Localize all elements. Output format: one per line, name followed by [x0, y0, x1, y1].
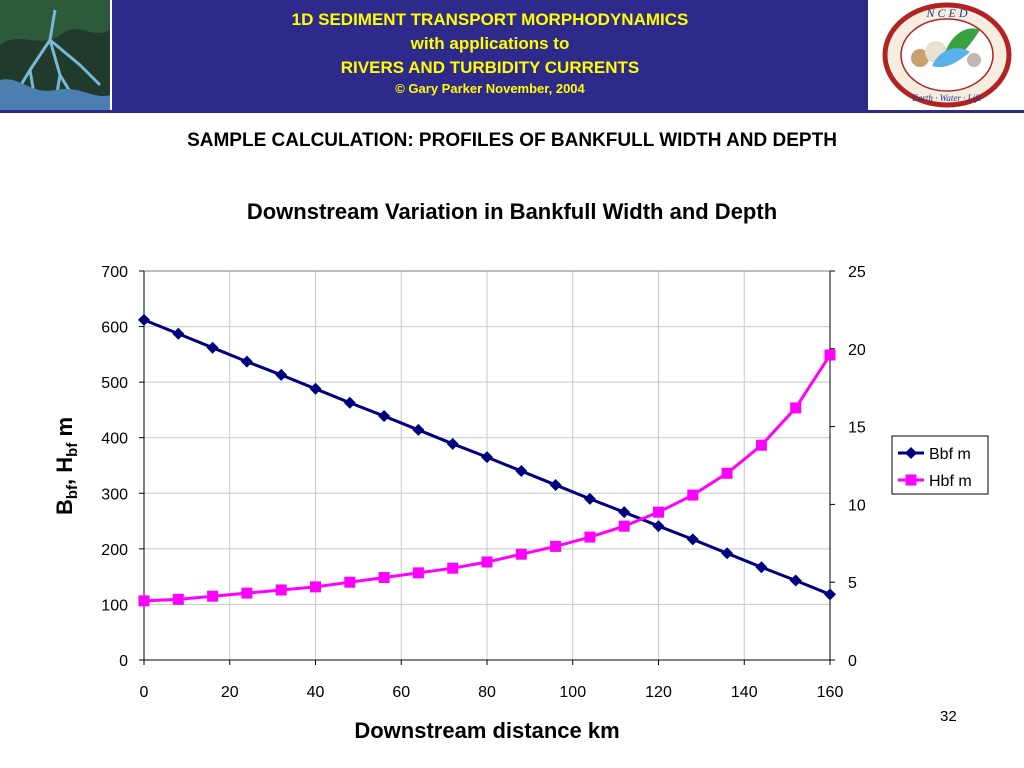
banner-title-line-2: with applications to	[410, 34, 570, 53]
legend-bbf-m-marker	[905, 447, 917, 459]
x-tick-label: 120	[645, 684, 672, 701]
y-axis-label-part: m	[52, 417, 77, 443]
x-tick-label: 80	[478, 684, 496, 701]
hbf-m-point	[412, 567, 424, 579]
nced-logo: N C E D Earth · Water · Life	[870, 0, 1024, 110]
hbf-m-point	[275, 584, 287, 596]
page-number: 32	[940, 708, 957, 725]
right-y-tick-label: 5	[848, 575, 857, 592]
hbf-m-point	[515, 548, 527, 560]
x-axis-label: Downstream distance km	[354, 718, 619, 743]
banner-title-line-1: 1D SEDIMENT TRANSPORT MORPHODYNAMICS	[291, 10, 689, 29]
right-y-tick-label: 25	[848, 264, 866, 281]
hbf-m-point	[824, 349, 836, 361]
x-tick-label: 20	[221, 684, 239, 701]
left-y-tick-label: 200	[101, 542, 128, 559]
banner-title-line-3: RIVERS AND TURBIDITY CURRENTS	[340, 58, 640, 77]
bbf-m-point	[206, 341, 219, 354]
y-axis-label-part: B	[52, 499, 77, 515]
bbf-m-point	[309, 382, 322, 395]
left-y-tick-label: 700	[101, 264, 128, 281]
right-y-tick-label: 20	[848, 342, 866, 359]
hbf-m-point	[550, 540, 562, 552]
left-y-tick-label: 100	[101, 597, 128, 614]
header-banner: 1D SEDIMENT TRANSPORT MORPHODYNAMICS wit…	[0, 0, 1024, 110]
y-axis-label-part: H	[52, 457, 77, 473]
y-axis-label: Bbf, Hbf m	[52, 417, 81, 515]
bbf-m-point	[755, 561, 768, 574]
hbf-m-point	[618, 520, 630, 532]
title-block: 1D SEDIMENT TRANSPORT MORPHODYNAMICS wit…	[112, 0, 868, 110]
y-axis-label-subscript: bf	[64, 442, 81, 457]
hbf-m-point	[207, 590, 219, 602]
hbf-m-point	[241, 587, 253, 599]
bbf-m-point	[686, 533, 699, 546]
left-y-tick-label: 600	[101, 320, 128, 337]
hbf-m-point	[721, 467, 733, 479]
bbf-m-point	[549, 478, 562, 491]
nced-logo-graphic: N C E D Earth · Water · Life	[882, 2, 1012, 108]
bbf-m-point	[721, 547, 734, 560]
chart-title: Downstream Variation in Bankfull Width a…	[247, 199, 777, 224]
right-y-tick-label: 15	[848, 420, 866, 437]
hbf-m-point	[481, 556, 493, 568]
logo-text: N C E D	[925, 6, 967, 20]
banner-divider	[0, 110, 1024, 113]
x-tick-label: 40	[307, 684, 325, 701]
x-tick-label: 60	[392, 684, 410, 701]
bbf-m-point	[652, 520, 665, 533]
bbf-m-point	[412, 423, 425, 436]
bbf-m-point	[343, 396, 356, 409]
hbf-m-point	[138, 595, 150, 607]
slide-heading: SAMPLE CALCULATION: PROFILES OF BANKFULL…	[187, 130, 837, 151]
bbf-m-point	[378, 410, 391, 423]
hbf-m-point	[344, 576, 356, 588]
bbf-m-point	[138, 313, 150, 326]
legend-hbf-m-marker	[905, 474, 917, 486]
bbf-m-point	[583, 492, 596, 505]
right-y-tick-label: 10	[848, 497, 866, 514]
right-y-tick-label: 0	[848, 653, 857, 670]
bbf-m-point	[789, 574, 802, 587]
left-y-tick-label: 400	[101, 431, 128, 448]
delta-image-graphic	[0, 0, 110, 110]
hbf-m-point	[310, 581, 321, 593]
hbf-m-point	[378, 572, 390, 584]
delta-satellite-image	[0, 0, 110, 110]
left-y-tick-label: 0	[119, 653, 128, 670]
bbf-m-point	[515, 465, 528, 478]
hbf-m-point	[755, 439, 767, 451]
y-axis-label-subscript: bf	[64, 484, 81, 499]
x-tick-label: 0	[140, 684, 149, 701]
legend-bbf-m-label: Bbf m	[929, 446, 971, 463]
hbf-m-point	[447, 562, 459, 574]
hbf-m-point	[687, 489, 699, 501]
bbf-m-point	[446, 437, 459, 450]
x-tick-label: 140	[731, 684, 758, 701]
hbf-m-point	[790, 402, 802, 414]
left-y-tick-label: 300	[101, 486, 128, 503]
hbf-m-point	[653, 506, 664, 518]
banner-copyright: © Gary Parker November, 2004	[395, 81, 585, 96]
bbf-m-point	[618, 506, 631, 519]
bbf-m-point	[481, 451, 493, 464]
x-tick-label: 100	[559, 684, 586, 701]
hbf-m-point	[172, 593, 184, 605]
y-axis-label-part: ,	[52, 473, 77, 485]
bbf-m-point	[275, 368, 288, 381]
left-y-tick-label: 500	[101, 375, 128, 392]
legend-hbf-m-label: Hbf m	[929, 473, 972, 490]
bbf-m-point	[240, 355, 253, 368]
hbf-m-point	[584, 531, 596, 543]
logo-subtext: Earth · Water · Life	[911, 93, 981, 103]
bbf-m-point	[172, 327, 185, 340]
x-tick-label: 160	[817, 684, 844, 701]
bbf-m-point	[824, 588, 836, 601]
